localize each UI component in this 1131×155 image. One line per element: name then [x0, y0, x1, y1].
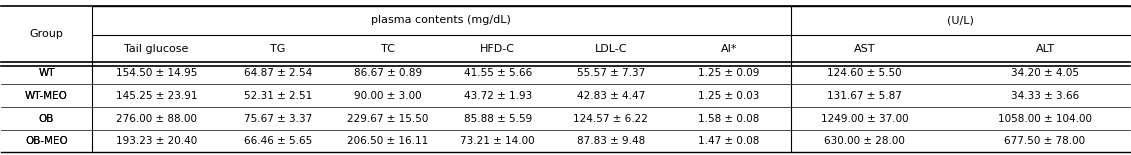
- Text: WT: WT: [38, 68, 54, 78]
- Text: 677.50 ± 78.00: 677.50 ± 78.00: [1004, 136, 1086, 146]
- Text: 131.67 ± 5.87: 131.67 ± 5.87: [827, 91, 901, 101]
- Text: OB: OB: [38, 114, 54, 124]
- Text: TC: TC: [381, 44, 395, 54]
- Text: 34.20 ± 4.05: 34.20 ± 4.05: [1011, 68, 1079, 78]
- Text: AST: AST: [854, 44, 875, 54]
- Text: 124.57 ± 6.22: 124.57 ± 6.22: [573, 114, 648, 124]
- Text: HFD-C: HFD-C: [481, 44, 516, 54]
- Text: 1058.00 ± 104.00: 1058.00 ± 104.00: [998, 114, 1093, 124]
- Text: LDL-C: LDL-C: [595, 44, 627, 54]
- Text: 64.87 ± 2.54: 64.87 ± 2.54: [243, 68, 312, 78]
- Text: WT-MEO: WT-MEO: [25, 91, 68, 101]
- Text: 90.00 ± 3.00: 90.00 ± 3.00: [354, 91, 422, 101]
- Text: 124.60 ± 5.50: 124.60 ± 5.50: [827, 68, 901, 78]
- Text: TG: TG: [270, 44, 285, 54]
- Text: AI*: AI*: [720, 44, 737, 54]
- Text: 55.57 ± 7.37: 55.57 ± 7.37: [577, 68, 645, 78]
- Text: 276.00 ± 88.00: 276.00 ± 88.00: [116, 114, 197, 124]
- Text: 206.50 ± 16.11: 206.50 ± 16.11: [347, 136, 429, 146]
- Text: 73.21 ± 14.00: 73.21 ± 14.00: [460, 136, 535, 146]
- Text: 193.23 ± 20.40: 193.23 ± 20.40: [115, 136, 197, 146]
- Text: 154.50 ± 14.95: 154.50 ± 14.95: [115, 68, 197, 78]
- Text: OB-MEO: OB-MEO: [25, 136, 68, 146]
- Text: 1249.00 ± 37.00: 1249.00 ± 37.00: [821, 114, 908, 124]
- Text: (U/L): (U/L): [947, 15, 974, 25]
- Text: 1.25 ± 0.09: 1.25 ± 0.09: [699, 68, 760, 78]
- Text: Group: Group: [29, 29, 63, 39]
- Text: 43.72 ± 1.93: 43.72 ± 1.93: [464, 91, 532, 101]
- Text: 1.25 ± 0.03: 1.25 ± 0.03: [699, 91, 760, 101]
- Text: 42.83 ± 4.47: 42.83 ± 4.47: [577, 91, 645, 101]
- Text: 85.88 ± 5.59: 85.88 ± 5.59: [464, 114, 532, 124]
- Text: 41.55 ± 5.66: 41.55 ± 5.66: [464, 68, 532, 78]
- Text: OB: OB: [38, 114, 54, 124]
- Text: Tail glucose: Tail glucose: [124, 44, 189, 54]
- Text: 75.67 ± 3.37: 75.67 ± 3.37: [243, 114, 312, 124]
- Text: 1.47 ± 0.08: 1.47 ± 0.08: [699, 136, 760, 146]
- Text: 66.46 ± 5.65: 66.46 ± 5.65: [243, 136, 312, 146]
- Text: plasma contents (mg/dL): plasma contents (mg/dL): [371, 15, 511, 25]
- Text: 1.58 ± 0.08: 1.58 ± 0.08: [699, 114, 760, 124]
- Text: OB-MEO: OB-MEO: [25, 136, 68, 146]
- Text: ALT: ALT: [1036, 44, 1054, 54]
- Text: 34.33 ± 3.66: 34.33 ± 3.66: [1011, 91, 1079, 101]
- Text: 52.31 ± 2.51: 52.31 ± 2.51: [243, 91, 312, 101]
- Text: 87.83 ± 9.48: 87.83 ± 9.48: [577, 136, 645, 146]
- Text: 86.67 ± 0.89: 86.67 ± 0.89: [354, 68, 422, 78]
- Text: 630.00 ± 28.00: 630.00 ± 28.00: [824, 136, 905, 146]
- Text: 229.67 ± 15.50: 229.67 ± 15.50: [347, 114, 429, 124]
- Text: WT-MEO: WT-MEO: [25, 91, 68, 101]
- Text: WT: WT: [38, 68, 54, 78]
- Text: 145.25 ± 23.91: 145.25 ± 23.91: [115, 91, 197, 101]
